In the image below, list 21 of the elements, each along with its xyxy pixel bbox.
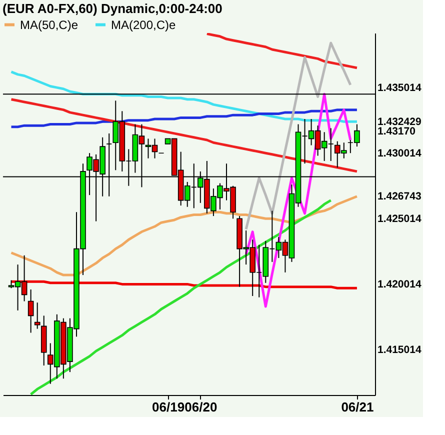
x-tick-label: 06/20 bbox=[184, 400, 218, 414]
chart-title: (EUR A0-FX,60) Dynamic,0:00-24:00 bbox=[2, 1, 222, 16]
line-series bbox=[244, 92, 352, 308]
legend-label: MA(50,C)e bbox=[20, 18, 78, 32]
y-tick-label: 1.415014 bbox=[378, 344, 422, 356]
x-tick-label: 06/19 bbox=[152, 400, 185, 414]
line-series bbox=[244, 42, 352, 230]
candlestick bbox=[34, 302, 40, 330]
x-tick-label: 06/21 bbox=[341, 400, 374, 414]
y-tick-label: 1.426743 bbox=[378, 190, 422, 202]
y-tick-label: 1.420014 bbox=[378, 278, 422, 291]
candlestick bbox=[28, 288, 34, 334]
legend-label: MA(200,C)e bbox=[111, 18, 176, 32]
y-tick-label: 1.43170 bbox=[378, 125, 416, 138]
line-series bbox=[206, 33, 358, 70]
y-tick-label: 1.430014 bbox=[378, 147, 422, 160]
y-tick-label: 1.435014 bbox=[378, 82, 422, 94]
line-series bbox=[30, 199, 332, 395]
y-tick-label: 1.432429 bbox=[378, 116, 422, 128]
y-tick-label: 1.425014 bbox=[378, 212, 422, 225]
line-series bbox=[10, 98, 358, 173]
